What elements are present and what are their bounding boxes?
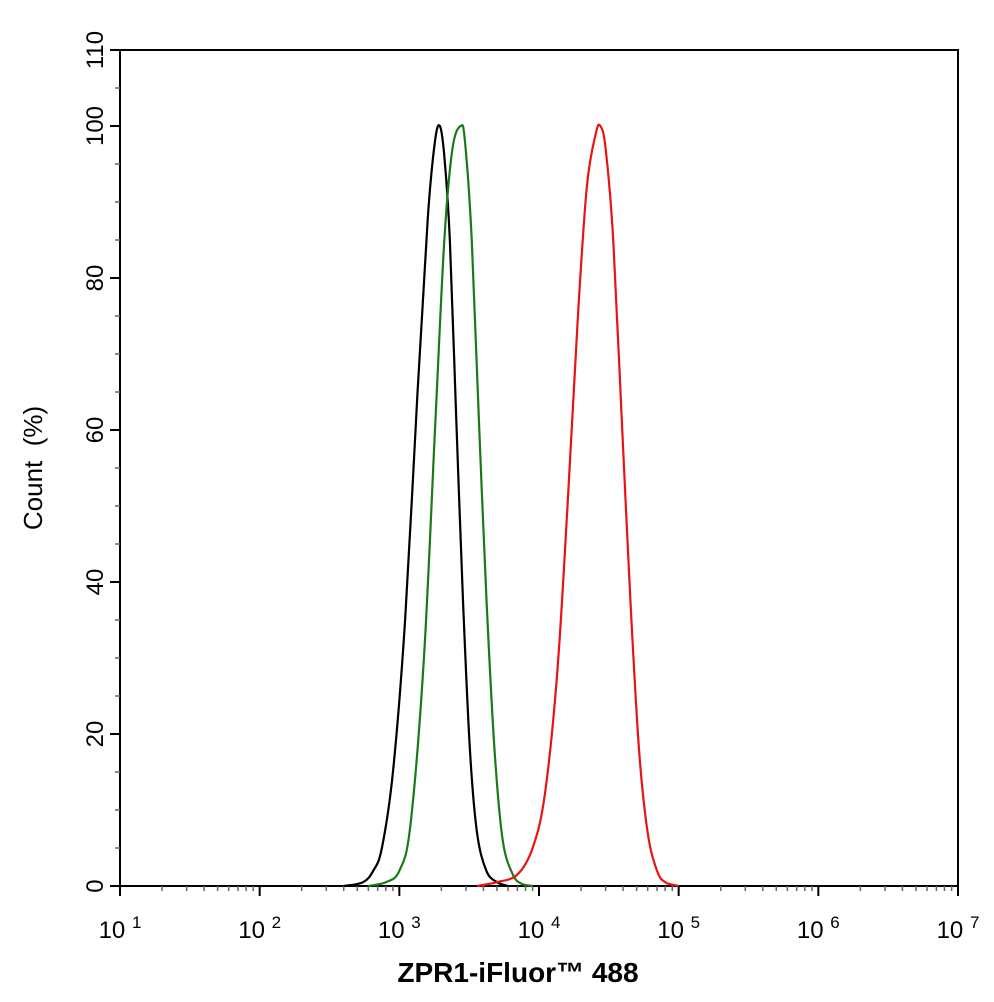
x-tick-label: 10 4 [518,913,561,944]
y-tick-label: 60 [82,417,109,444]
histogram-series-1 [343,124,509,888]
x-tick-base: 10 [518,917,551,944]
x-tick-exponent: 4 [551,913,560,932]
x-tick-exponent: 5 [691,913,700,932]
x-tick-label: 10 6 [797,913,840,944]
x-tick-base: 10 [238,917,271,944]
y-tick-label: 40 [82,569,109,596]
x-tick-label: 10 3 [378,913,421,944]
x-tick-base: 10 [937,917,970,944]
x-tick-label: 10 1 [99,913,142,944]
x-tick-label: 10 5 [657,913,700,944]
histogram-series-2 [368,124,533,888]
x-tick-exponent: 6 [830,913,839,932]
y-tick-label: 110 [82,31,109,69]
x-tick-exponent: 7 [970,913,979,932]
x-tick-label: 10 2 [238,913,281,944]
x-tick-exponent: 2 [272,913,281,932]
y-axis-tick-labels: 0 20 40 60 80 100 110 [82,31,109,893]
y-tick-label: 80 [82,265,109,292]
x-axis-title: ZPR1-iFluor™ 488 [397,957,638,988]
y-tick-label: 0 [82,879,109,892]
x-tick-base: 10 [378,917,411,944]
x-tick-label: 10 7 [937,913,980,944]
y-tick-label: 20 [82,721,109,748]
x-tick-base: 10 [797,917,830,944]
y-tick-label: 100 [82,106,109,146]
x-tick-exponent: 1 [132,913,141,932]
axis-ticks [110,49,959,896]
y-axis-title: Count (%) [18,406,48,530]
x-tick-base: 10 [657,917,690,944]
x-axis-tick-labels: 10 1 10 2 10 3 10 4 10 5 10 6 10 7 [99,913,980,944]
x-tick-base: 10 [99,917,132,944]
histogram-series-3 [476,123,679,888]
x-tick-exponent: 3 [411,913,420,932]
histogram-series [343,123,679,888]
plot-frame [119,49,959,887]
